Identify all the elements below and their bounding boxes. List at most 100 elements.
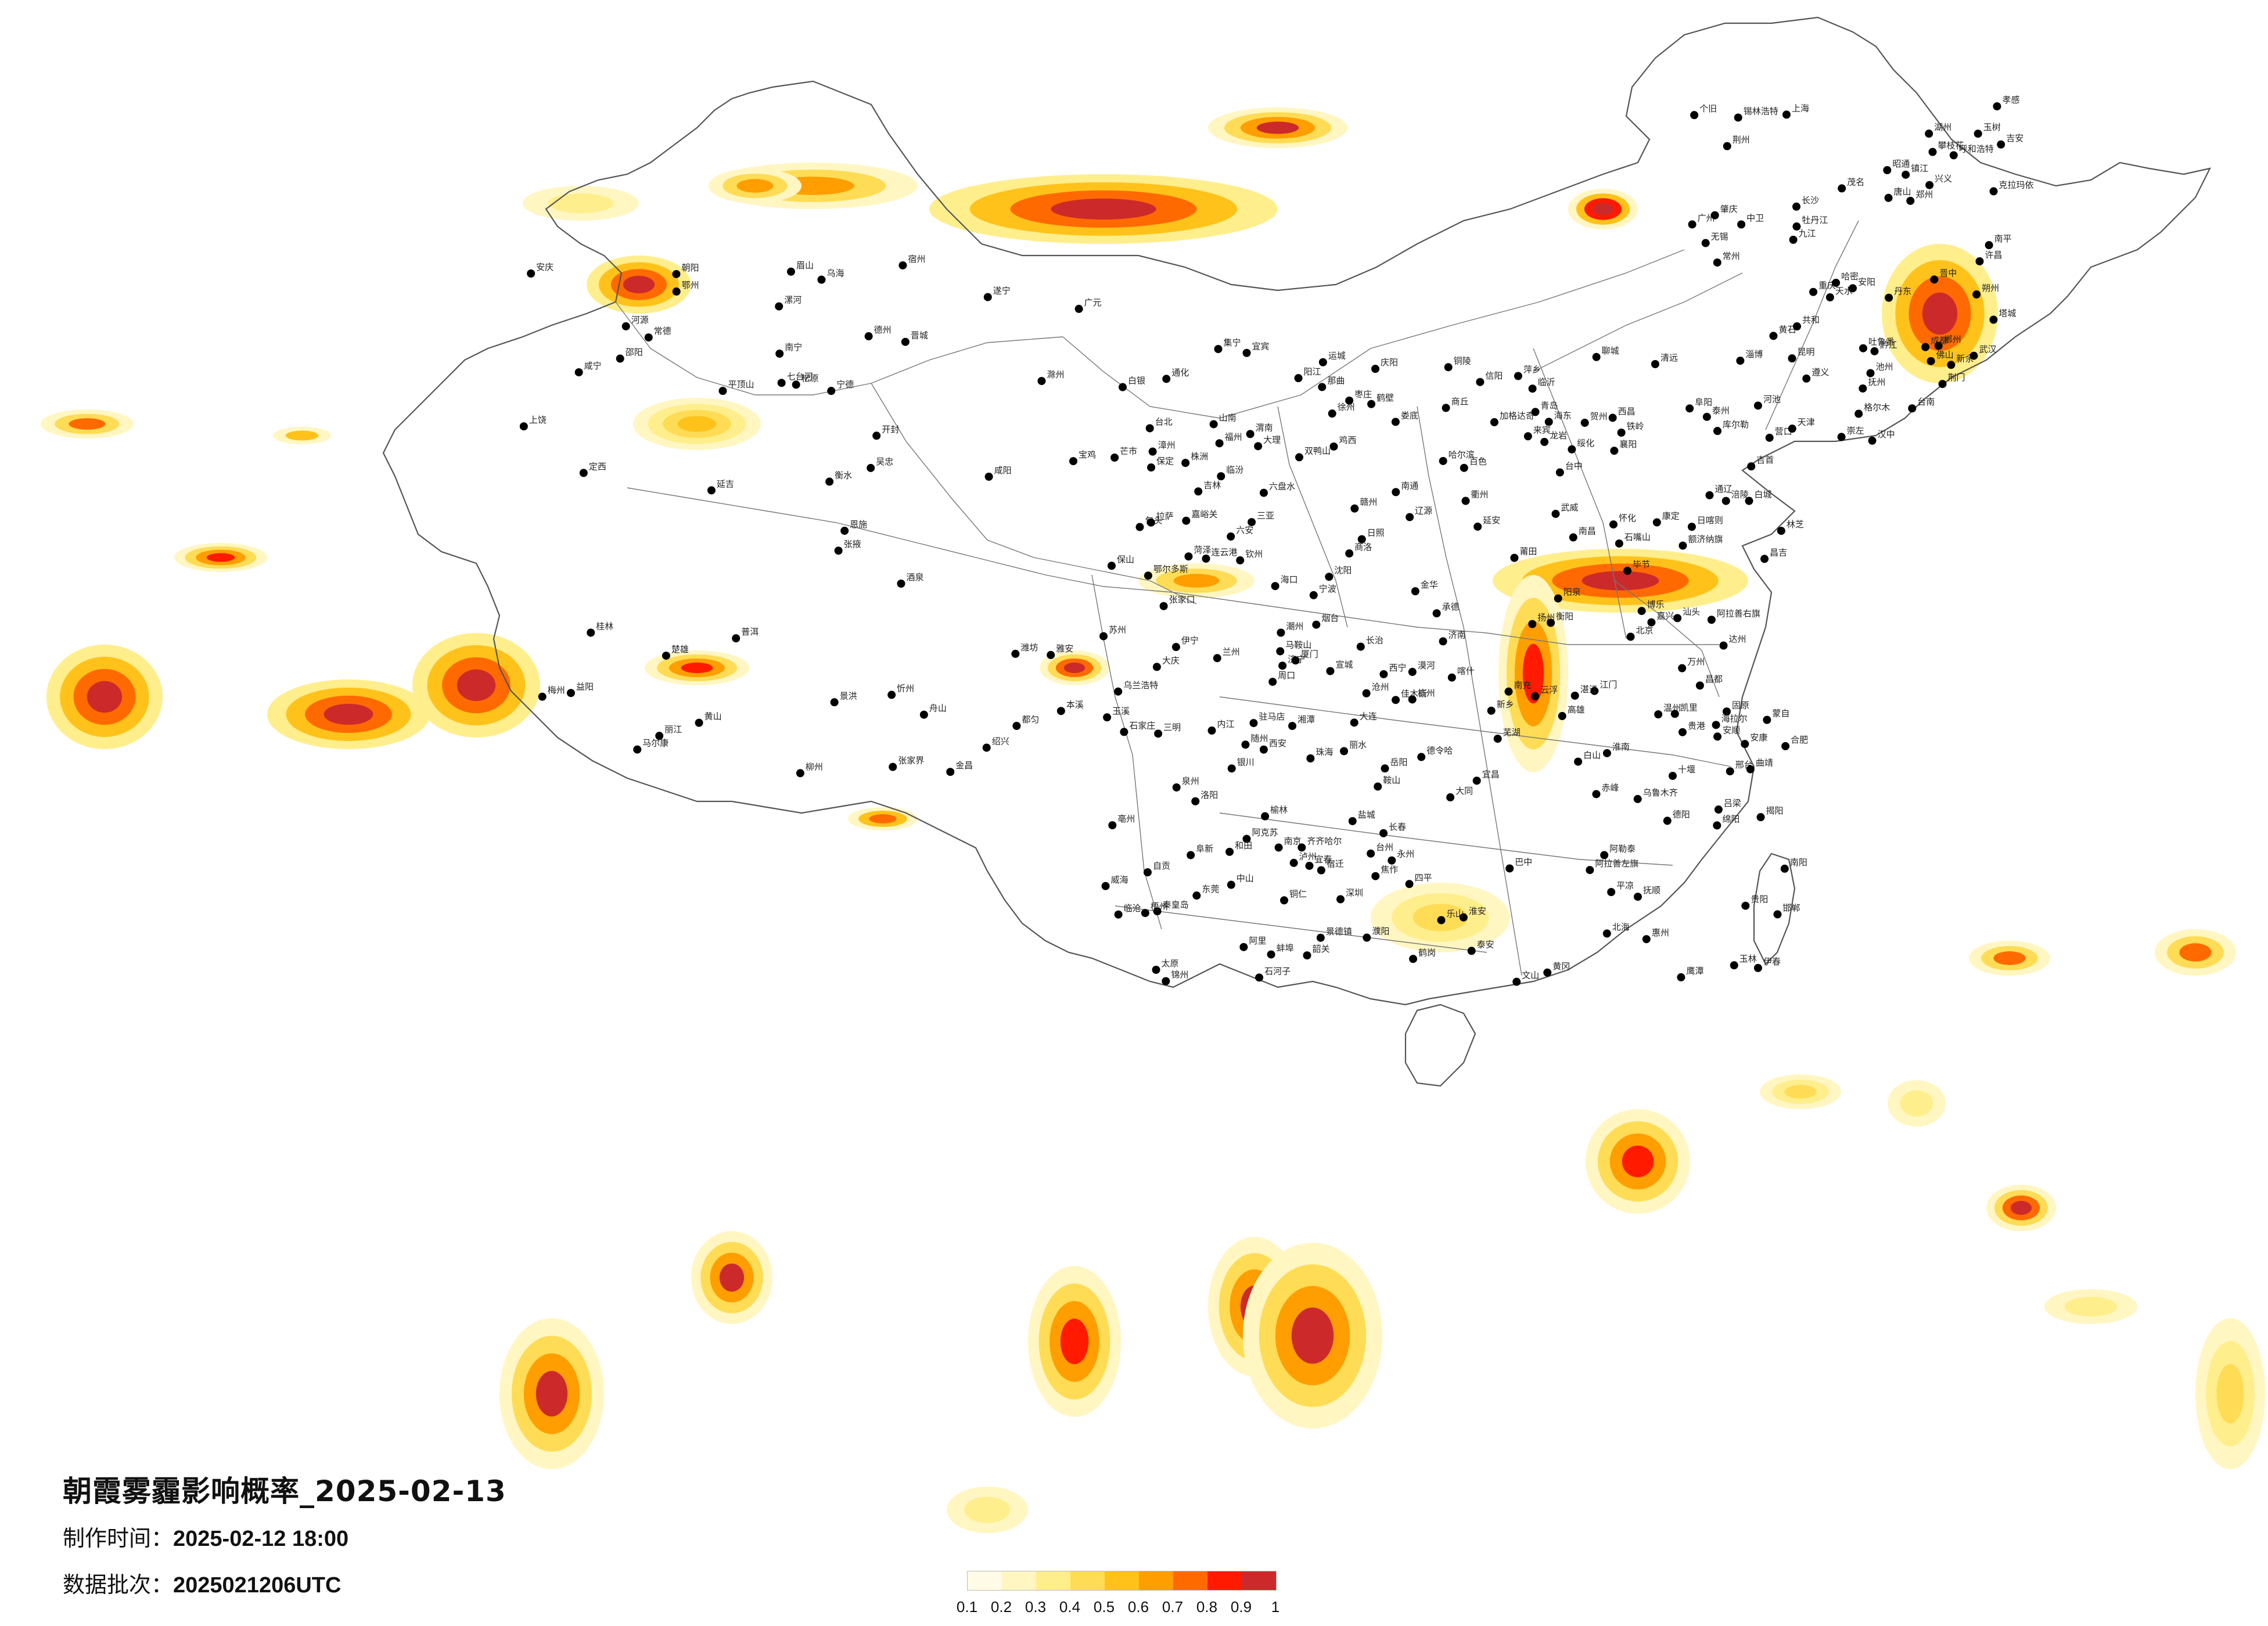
- city-dot: [1146, 518, 1155, 527]
- city-dot: [1379, 670, 1388, 678]
- legend-swatch: [1242, 1571, 1276, 1590]
- city-label: 安顺: [1723, 725, 1740, 735]
- city-label: 芒市: [1120, 446, 1137, 456]
- city-label: 朝阳: [681, 262, 699, 273]
- city-label: 达州: [1729, 634, 1746, 645]
- city-label: 宁波: [1319, 584, 1336, 594]
- city-dot: [1153, 907, 1162, 916]
- city-dot: [1678, 664, 1687, 672]
- haze-blob: [324, 703, 373, 725]
- city-label: 马尔康: [642, 738, 668, 749]
- city-dot: [732, 634, 741, 643]
- data-batch-label: 数据批次：: [63, 1572, 174, 1598]
- city-dot: [1745, 497, 1753, 505]
- city-label: 武汉: [1979, 344, 1996, 355]
- city-label: 漠河: [1418, 660, 1435, 671]
- city-dot: [1207, 726, 1216, 735]
- city-dot: [1600, 851, 1609, 859]
- city-dot: [1202, 555, 1210, 563]
- city-dot: [1701, 239, 1710, 247]
- city-dot: [1586, 866, 1594, 875]
- city-label: 邵阳: [626, 347, 643, 358]
- city-dot: [1884, 193, 1893, 202]
- city-label: 衡阳: [1556, 611, 1573, 621]
- city-dot: [1276, 647, 1285, 656]
- taiwan-outline: [1753, 852, 1796, 965]
- city-dot: [1870, 347, 1879, 355]
- city-dot: [1647, 618, 1656, 627]
- city-label: 中山: [1237, 873, 1254, 884]
- city-dot: [1753, 401, 1762, 410]
- city-dot: [1012, 722, 1021, 731]
- city-dot: [519, 422, 528, 431]
- city-label: 鹰潭: [1686, 966, 1703, 976]
- city-label: 泉州: [1182, 776, 1199, 786]
- city-label: 洛阳: [1201, 790, 1218, 800]
- city-label: 广元: [1084, 297, 1102, 308]
- haze-blob: [1993, 951, 2026, 965]
- city-label: 山南: [1219, 412, 1237, 423]
- city-label: 益阳: [576, 681, 594, 692]
- city-dot: [1510, 553, 1519, 562]
- haze-blob: [1784, 1085, 1817, 1099]
- city-label: 崇左: [1847, 425, 1864, 436]
- city-label: 格尔木: [1864, 402, 1890, 413]
- city-label: 三亚: [1257, 510, 1274, 521]
- city-dot: [1444, 363, 1453, 372]
- city-label: 恩施: [850, 519, 867, 530]
- city-label: 钦州: [1245, 549, 1263, 559]
- city-label: 博乐: [1647, 599, 1665, 610]
- city-dot: [1056, 707, 1065, 715]
- city-label: 菏泽: [1194, 545, 1211, 555]
- city-dot: [825, 477, 834, 486]
- city-dot: [1194, 487, 1203, 496]
- city-dot: [1356, 642, 1365, 651]
- city-label: 兴义: [1935, 174, 1952, 184]
- china-outline: [382, 16, 2212, 1006]
- city-label: 韶关: [1313, 944, 1330, 954]
- city-label: 绍兴: [992, 736, 1009, 746]
- city-label: 长春: [1389, 822, 1406, 832]
- city-label: 淄博: [1745, 349, 1763, 359]
- city-label: 渭南: [1256, 422, 1273, 433]
- city-dot: [1710, 211, 1719, 220]
- city-dot: [1074, 304, 1083, 313]
- city-label: 丽水: [1349, 740, 1367, 750]
- city-label: 安庆: [536, 262, 553, 272]
- city-dot: [867, 463, 875, 472]
- city-dot: [1906, 196, 1915, 205]
- city-dot: [1254, 442, 1263, 451]
- city-dot: [1531, 408, 1540, 416]
- city-dot: [1246, 430, 1255, 438]
- city-dot: [1702, 412, 1711, 421]
- legend-tick-label: 0.7: [1162, 1598, 1184, 1616]
- city-label: 汉中: [1878, 429, 1895, 440]
- city-dot: [1329, 442, 1338, 451]
- city-dot: [1705, 491, 1714, 499]
- city-label: 沈阳: [1334, 565, 1352, 575]
- city-dot: [1152, 966, 1160, 974]
- city-dot: [1472, 776, 1481, 785]
- city-label: 舟山: [929, 703, 947, 714]
- city-label: 黄石: [1778, 324, 1796, 334]
- city-dot: [1328, 409, 1336, 418]
- city-label: 常德: [654, 326, 671, 336]
- city-label: 青岛: [1541, 400, 1558, 411]
- city-dot: [1408, 668, 1417, 677]
- city-dot: [1670, 710, 1679, 718]
- city-dot: [1336, 895, 1345, 904]
- city-label: 北海: [1612, 922, 1630, 933]
- city-label: 白山: [1583, 750, 1601, 761]
- city-label: 怀化: [1619, 513, 1636, 523]
- city-dot: [1719, 641, 1728, 650]
- city-dot: [616, 354, 624, 363]
- city-label: 加格达奇: [1500, 411, 1534, 421]
- city-dot: [1442, 404, 1450, 412]
- city-dot: [864, 332, 873, 341]
- city-label: 上海: [1792, 103, 1809, 113]
- city-dot: [1392, 488, 1400, 497]
- legend-swatch: [1002, 1571, 1036, 1590]
- haze-blob: [1291, 1307, 1334, 1364]
- city-label: 邯郸: [1782, 903, 1800, 913]
- city-label: 贵港: [1688, 721, 1705, 731]
